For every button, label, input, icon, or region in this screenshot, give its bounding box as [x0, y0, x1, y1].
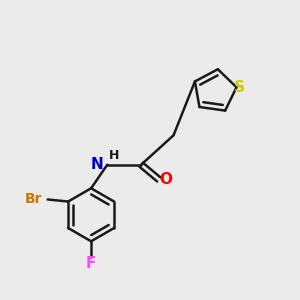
Text: Br: Br	[24, 193, 42, 206]
Text: O: O	[160, 172, 173, 187]
Text: S: S	[234, 80, 245, 95]
Text: F: F	[86, 256, 96, 271]
Text: H: H	[109, 149, 119, 162]
Text: N: N	[91, 157, 104, 172]
